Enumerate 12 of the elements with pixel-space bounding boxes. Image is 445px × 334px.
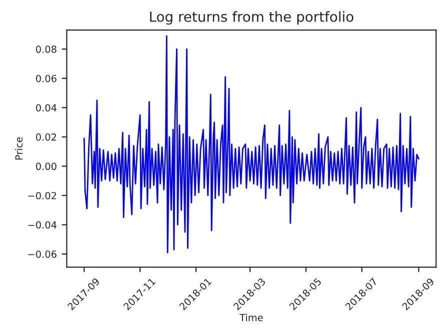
y-tick-label: 0.08	[36, 46, 56, 53]
y-tick-label: 0.00	[36, 162, 56, 170]
y-axis-title: Price	[15, 137, 23, 160]
y-tick-label: −0.06	[28, 250, 56, 258]
y-tick-label: 0.02	[36, 133, 56, 141]
x-axis-title: Time	[240, 314, 263, 322]
line-series	[83, 35, 420, 254]
y-tick-label: −0.04	[28, 221, 56, 229]
y-tick-label: 0.04	[36, 104, 56, 112]
y-tick-label: −0.02	[28, 192, 56, 200]
chart-title: Log returns from the portfolio	[150, 11, 354, 25]
y-tick-label: 0.06	[36, 74, 56, 82]
